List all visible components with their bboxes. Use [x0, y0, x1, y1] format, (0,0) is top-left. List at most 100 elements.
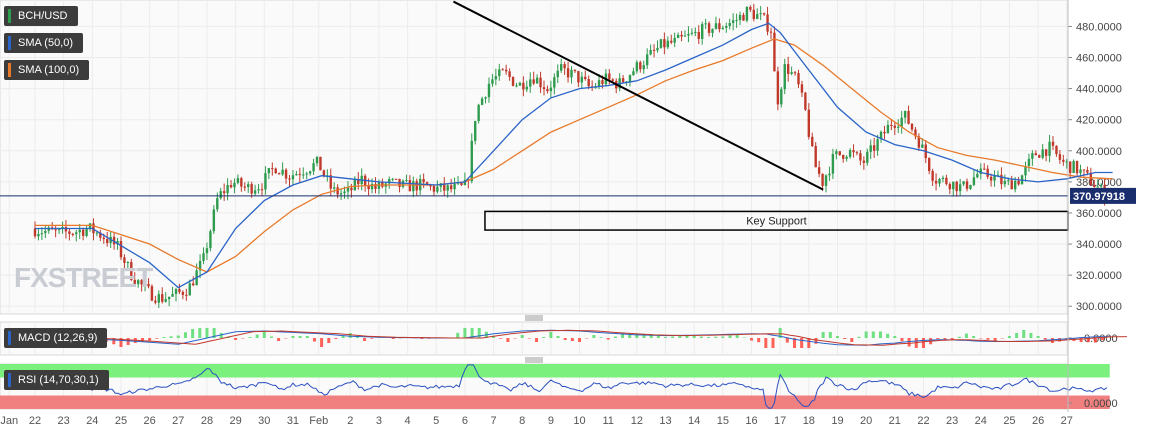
sma50-tag[interactable]: SMA (50,0) — [4, 33, 84, 53]
macd-bar — [878, 331, 882, 338]
candle-body — [790, 72, 793, 74]
macd-bar — [642, 334, 646, 338]
candle-body — [807, 109, 811, 137]
macd-bar — [391, 338, 395, 339]
macd-bar — [699, 336, 703, 338]
x-tick-label: 28 — [201, 415, 213, 427]
candle-body — [267, 168, 271, 174]
candle-body — [277, 173, 281, 175]
candle-body — [707, 23, 711, 33]
rsi-tick-label: 0.0000 — [1084, 398, 1118, 410]
support-label: Key Support — [746, 216, 807, 228]
macd-tag[interactable]: MACD (12,26,9) — [4, 328, 108, 348]
macd-bar — [298, 336, 302, 338]
macd-bar — [1029, 333, 1033, 338]
x-tick-label: 6 — [462, 415, 468, 427]
rsi-tag[interactable]: RSI (14,70,30,1) — [4, 370, 109, 390]
macd-bar — [291, 336, 295, 338]
candle-body — [343, 191, 346, 194]
macd-bar — [921, 338, 925, 348]
candle-body — [608, 73, 611, 80]
candle-body — [848, 150, 852, 157]
macd-bar — [499, 338, 503, 339]
x-tick-label: 5 — [433, 415, 439, 427]
x-tick-label: 23 — [946, 415, 958, 427]
macd-bar — [234, 338, 238, 340]
x-tick-label: 7 — [490, 415, 496, 427]
candle-body — [233, 182, 236, 188]
macd-bar — [341, 336, 345, 338]
macd-bar — [800, 338, 804, 348]
candle-body — [88, 223, 92, 229]
candle-body — [721, 27, 725, 30]
candle-body — [1007, 180, 1010, 182]
macd-bar — [1007, 336, 1011, 338]
candle-body — [291, 175, 295, 180]
macd-bar — [578, 338, 582, 342]
candle-body — [133, 279, 136, 285]
macd-bar — [621, 333, 625, 338]
macd-bar — [606, 338, 610, 340]
candle-body — [948, 184, 952, 190]
candle-body — [57, 228, 61, 231]
macd-bar — [570, 338, 574, 341]
macd-bar — [477, 328, 481, 338]
candle-body — [897, 126, 900, 128]
candle-body — [388, 179, 391, 184]
sma100-label: SMA (100,0) — [18, 64, 80, 76]
x-tick-label: 3 — [376, 415, 382, 427]
candle-body — [666, 40, 670, 48]
macd-bar — [843, 338, 847, 339]
candle-body — [800, 84, 804, 93]
macd-bar — [262, 332, 266, 338]
candle-body — [962, 181, 965, 185]
candle-body — [415, 181, 418, 191]
candle-body — [690, 32, 694, 34]
candle-body — [1062, 159, 1065, 162]
macd-bar — [456, 332, 460, 338]
x-tick-label: 25 — [1003, 415, 1015, 427]
candle-body — [446, 185, 449, 191]
candle-body — [140, 280, 143, 285]
candle-body — [508, 71, 511, 77]
x-tick-label: 31 — [287, 415, 299, 427]
candle-body — [284, 169, 288, 179]
candle-body — [673, 37, 676, 43]
candle-body — [322, 170, 326, 176]
candle-body — [212, 209, 216, 232]
candle-body — [556, 70, 559, 78]
candle-body — [780, 89, 783, 105]
candle-body — [952, 181, 955, 190]
candle-body — [1034, 153, 1038, 156]
candle-body — [996, 174, 1000, 176]
macd-bar — [1086, 338, 1090, 343]
candle-body — [1068, 161, 1072, 173]
macd-bar — [126, 338, 130, 345]
macd-bar — [864, 331, 868, 338]
macd-bar — [950, 338, 954, 340]
y-tick-label: 300.0000 — [1076, 301, 1122, 313]
macd-bar — [757, 338, 761, 343]
macd-bar — [735, 334, 739, 338]
candle-body — [835, 151, 838, 155]
candle-body — [542, 87, 546, 90]
candle-body — [44, 230, 47, 234]
sma50-swatch — [8, 36, 11, 50]
candle-body — [1093, 184, 1096, 188]
candle-body — [824, 175, 828, 186]
y-tick-label: 320.0000 — [1076, 270, 1122, 282]
candle-body — [701, 24, 704, 39]
macd-bar — [993, 338, 997, 341]
pair-label: BCH/USD — [18, 10, 68, 22]
sma100-tag[interactable]: SMA (100,0) — [4, 60, 90, 80]
candle-body — [749, 6, 752, 10]
sma50-label: SMA (50,0) — [18, 37, 74, 49]
macd-bar — [312, 338, 316, 342]
macd-bar — [628, 333, 632, 338]
y-tick-label: 460.0000 — [1076, 53, 1122, 65]
pair-tag[interactable]: BCH/USD — [4, 6, 78, 26]
candle-body — [498, 69, 501, 77]
macd-bar — [728, 335, 732, 338]
candle-body — [353, 178, 357, 191]
